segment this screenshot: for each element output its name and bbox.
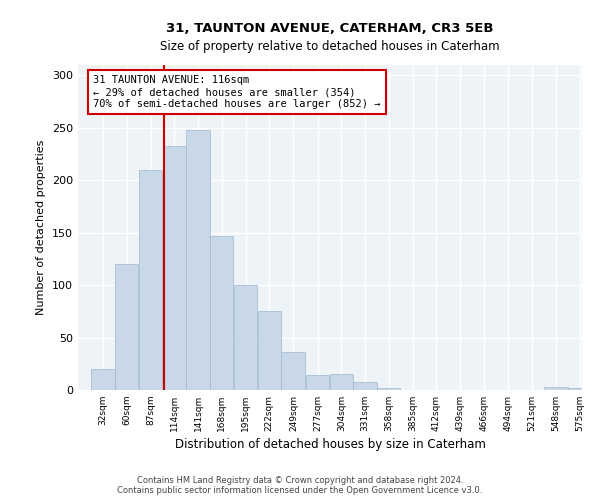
Bar	[115, 264, 139, 390]
Bar	[568, 388, 591, 390]
Y-axis label: Number of detached properties: Number of detached properties	[37, 140, 46, 315]
Bar	[187, 130, 209, 390]
Bar	[330, 374, 353, 390]
Text: 31 TAUNTON AVENUE: 116sqm
← 29% of detached houses are smaller (354)
70% of semi: 31 TAUNTON AVENUE: 116sqm ← 29% of detac…	[93, 76, 380, 108]
Bar	[306, 376, 329, 390]
Bar	[544, 387, 568, 390]
Bar	[257, 312, 281, 390]
X-axis label: Distribution of detached houses by size in Caterham: Distribution of detached houses by size …	[175, 438, 485, 451]
Bar	[234, 285, 257, 390]
Text: Size of property relative to detached houses in Caterham: Size of property relative to detached ho…	[160, 40, 500, 53]
Bar	[353, 382, 377, 390]
Bar	[91, 369, 115, 390]
Bar	[281, 352, 305, 390]
Text: 31, TAUNTON AVENUE, CATERHAM, CR3 5EB: 31, TAUNTON AVENUE, CATERHAM, CR3 5EB	[166, 22, 494, 36]
Text: Contains HM Land Registry data © Crown copyright and database right 2024.
Contai: Contains HM Land Registry data © Crown c…	[118, 476, 482, 495]
Bar	[163, 146, 186, 390]
Bar	[139, 170, 162, 390]
Bar	[377, 388, 400, 390]
Bar	[210, 236, 233, 390]
